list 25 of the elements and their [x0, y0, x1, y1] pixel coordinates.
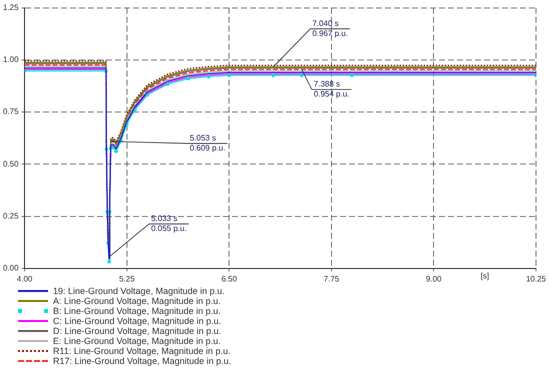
y-tick-label: 1.25	[2, 3, 20, 12]
x-tick-label: 9.00	[426, 274, 442, 284]
annotation: 5.033 s 0.055 p.u.	[151, 214, 187, 234]
y-tick-label: 0.75	[2, 107, 20, 116]
y-tick-label: 1.00	[2, 55, 20, 64]
legend-label: R17: Line-Ground Voltage, Magnitude in p.u.	[53, 356, 232, 366]
x-tick-label: 6.50	[221, 274, 238, 284]
x-tick-label: 10.25	[526, 274, 547, 284]
legend-label: 19: Line-Ground Voltage, Magnitude in p.u.	[53, 286, 225, 296]
y-tick-label: 0.00	[2, 264, 20, 273]
x-tick-label: 7.75	[324, 274, 340, 284]
x-tick-label: 4.00	[16, 274, 33, 284]
legend-label: C: Line-Ground Voltage, Magnitude in p.u.	[53, 316, 222, 326]
annotation: 7.388 s 0.954 p.u.	[314, 80, 350, 99]
legend-label: R11: Line-Ground Voltage, Magnitude in p.u.	[53, 346, 230, 356]
y-tick-label: 0.50	[2, 159, 20, 168]
annotation: 7.040 s 0.967 p.u.	[312, 19, 348, 38]
x-axis-title: [s]	[480, 272, 490, 281]
legend-label: A: Line-Ground Voltage, Magnitude in p.u.	[53, 296, 221, 306]
legend-label: B: Line-Ground Voltage, Magnitude in p.u.	[53, 306, 221, 316]
annotation: 5.053 s 0.609 p.u.	[190, 134, 226, 153]
y-tick-label: 0.25	[2, 211, 20, 220]
x-tick-label: 5.25	[119, 274, 136, 284]
legend-label: D: Line-Ground Voltage, Magnitude in p.u.	[53, 326, 222, 336]
legend-label: E: Line-Ground Voltage, Magnitude in p.u.	[53, 336, 221, 346]
